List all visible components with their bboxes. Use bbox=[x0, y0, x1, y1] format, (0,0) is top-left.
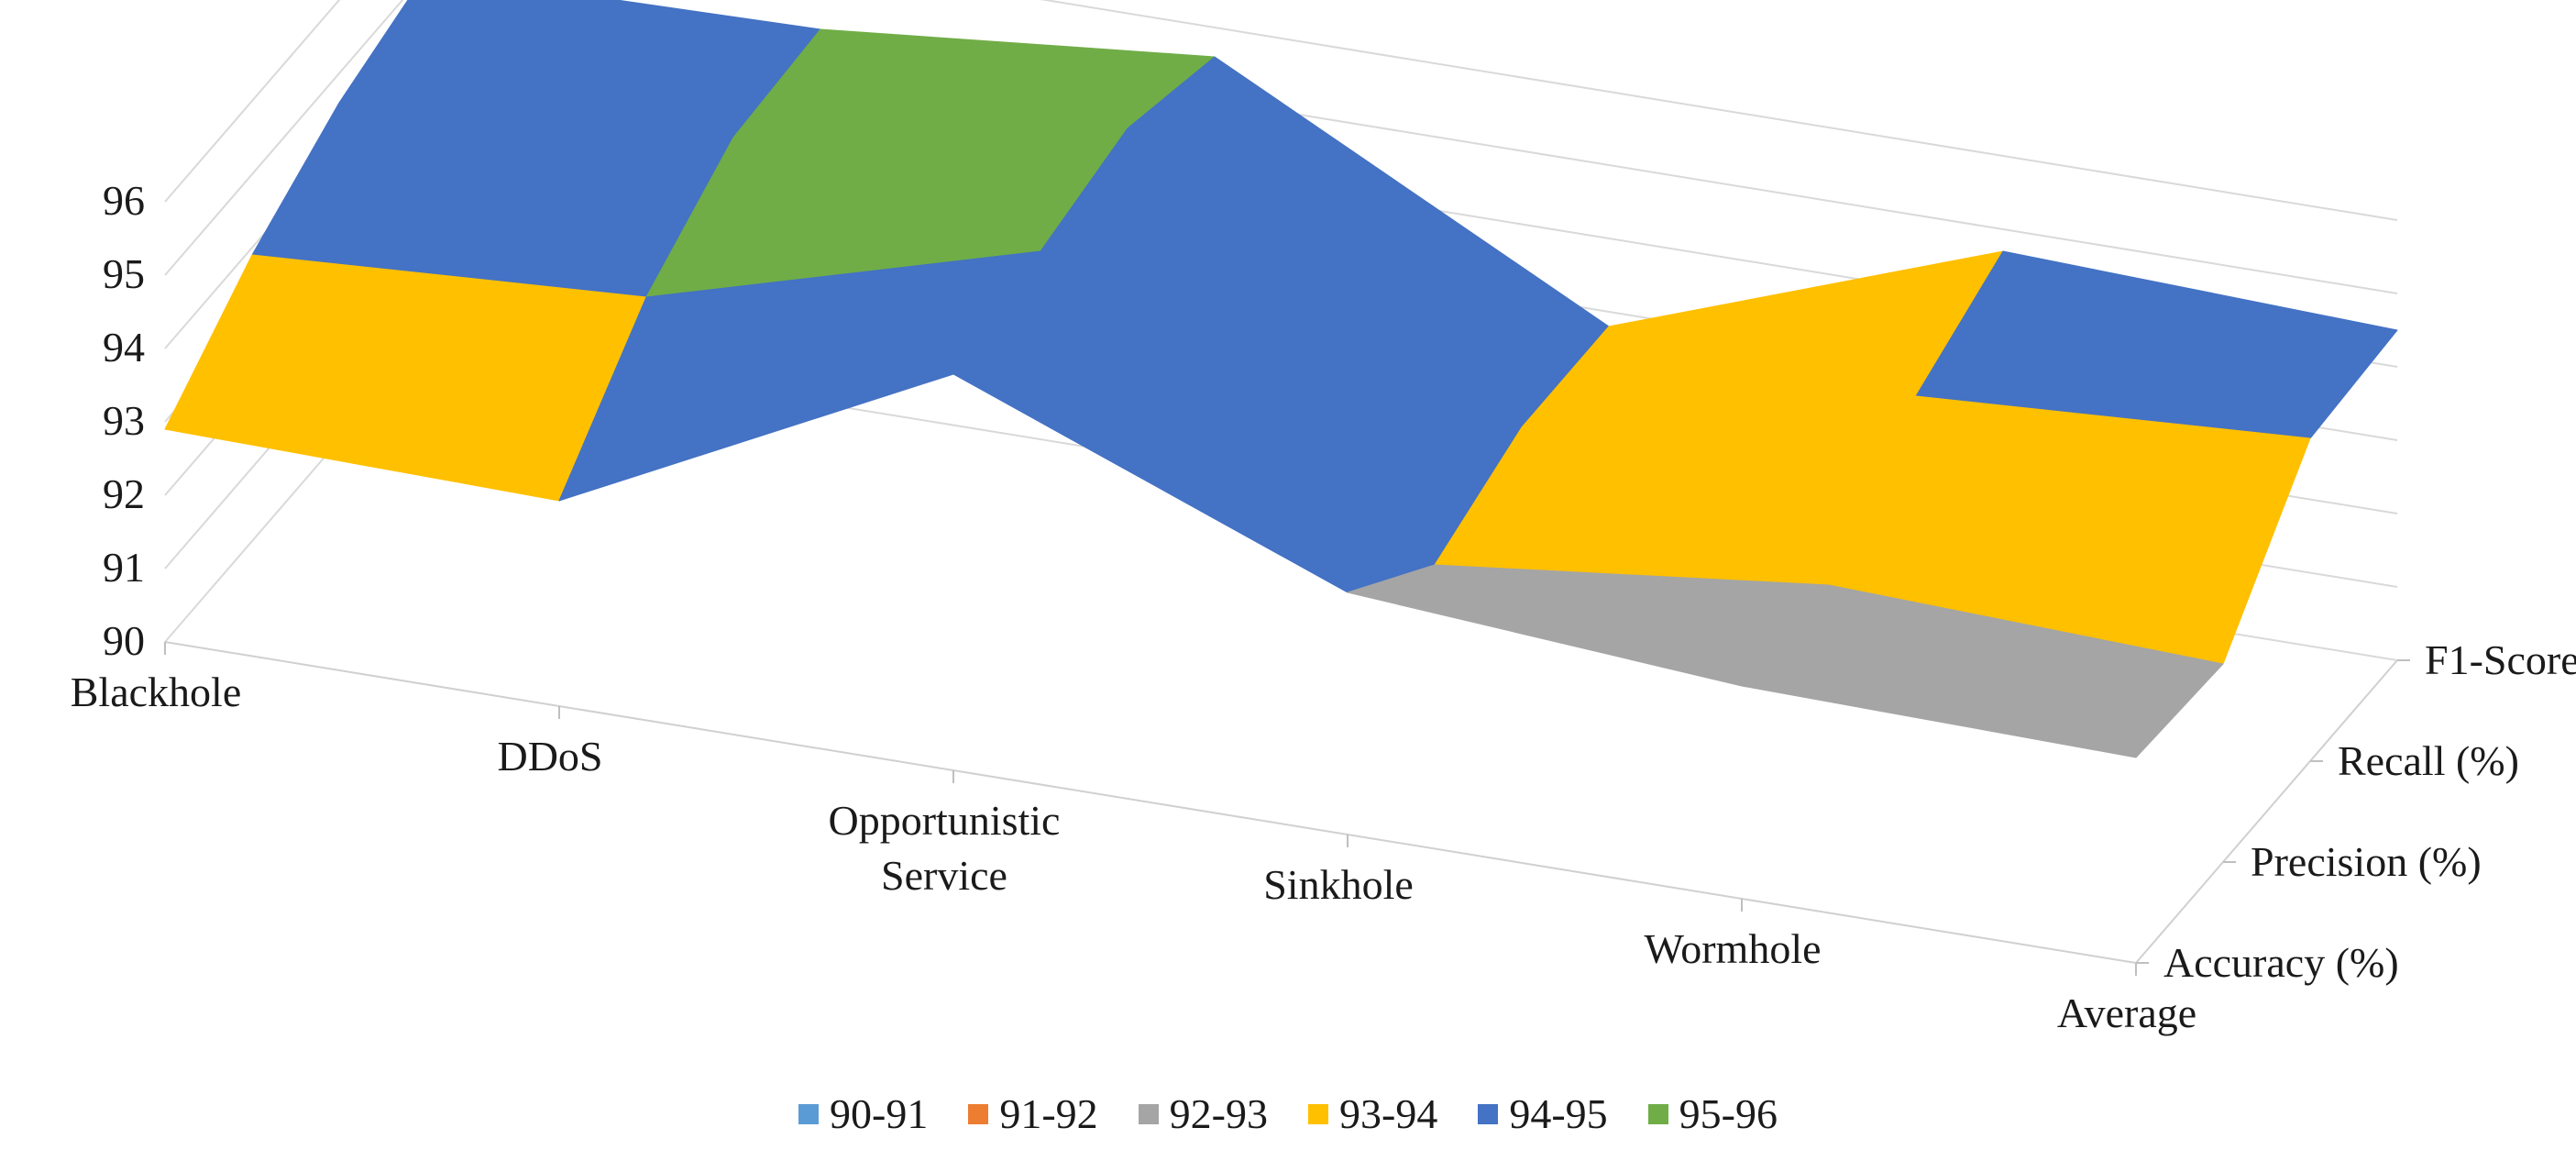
legend-item: 92-93 bbox=[1138, 1089, 1268, 1138]
x-tick-label: Opportunistic Service bbox=[829, 797, 1061, 899]
x-tick-label: DDoS bbox=[497, 733, 602, 780]
x-tick-label-line: Sinkhole bbox=[1263, 861, 1414, 908]
x-tick-label: Average bbox=[2057, 990, 2196, 1036]
legend-label: 91-92 bbox=[999, 1090, 1098, 1137]
z-tick-label: 91 bbox=[103, 544, 145, 591]
surface-plot bbox=[164, 0, 2398, 758]
x-tick-label: Blackhole bbox=[71, 669, 242, 715]
legend-item: 94-95 bbox=[1478, 1089, 1608, 1138]
legend-swatch bbox=[1138, 1103, 1159, 1124]
legend: 90-91 91-92 92-93 93-94 94-95 95-96 bbox=[0, 1089, 2576, 1138]
z-tick-label: 93 bbox=[103, 397, 145, 444]
legend-label: 90-91 bbox=[830, 1090, 929, 1137]
x-tick-label: Wormhole bbox=[1644, 925, 1821, 972]
series-label: Recall (%) bbox=[2338, 737, 2519, 784]
x-tick-label-line: Wormhole bbox=[1644, 925, 1821, 972]
legend-swatch bbox=[968, 1103, 989, 1124]
z-tick-label: 92 bbox=[103, 470, 145, 517]
surface-patch bbox=[164, 254, 647, 502]
series-label: Accuracy (%) bbox=[2163, 939, 2399, 986]
x-tick-label-line: Blackhole bbox=[71, 669, 242, 715]
series-label: F1-Score (%) bbox=[2425, 636, 2576, 683]
legend-label: 93-94 bbox=[1339, 1090, 1438, 1137]
x-tick-label-line: Average bbox=[2057, 990, 2196, 1036]
surface-patch bbox=[1347, 564, 1830, 687]
x-axis-line bbox=[164, 641, 2137, 964]
z-tick-label: 95 bbox=[103, 250, 145, 297]
legend-label: 92-93 bbox=[1169, 1090, 1268, 1137]
series-label: Precision (%) bbox=[2251, 838, 2482, 885]
axes: 90 91 92 93 94 95 96 Blackhole DDoS Opportunistic… bbox=[71, 177, 2576, 1036]
x-tick-label-line: DDoS bbox=[497, 733, 602, 780]
legend-swatch bbox=[798, 1103, 820, 1124]
legend-swatch bbox=[1478, 1103, 1499, 1124]
surface-patch bbox=[1741, 584, 2224, 758]
depth-axis-line bbox=[2135, 659, 2398, 964]
gridline bbox=[164, 0, 2398, 221]
z-tick-label: 90 bbox=[103, 617, 145, 664]
legend-label: 94-95 bbox=[1509, 1090, 1608, 1137]
legend-item: 91-92 bbox=[968, 1089, 1098, 1138]
z-tick-label: 94 bbox=[103, 324, 145, 370]
legend-swatch bbox=[1308, 1103, 1328, 1124]
legend-item: 90-91 bbox=[798, 1089, 928, 1138]
legend-item: 93-94 bbox=[1308, 1089, 1437, 1138]
x-tick-label: Sinkhole bbox=[1263, 861, 1414, 908]
x-tick-label-line: Service bbox=[881, 852, 1007, 899]
legend-swatch bbox=[1647, 1103, 1668, 1124]
z-tick-label: 96 bbox=[103, 177, 145, 224]
legend-label: 95-96 bbox=[1679, 1090, 1778, 1137]
gridline bbox=[164, 0, 2398, 294]
x-tick-label-line: Opportunistic bbox=[829, 797, 1061, 844]
legend-item: 95-96 bbox=[1647, 1089, 1778, 1138]
